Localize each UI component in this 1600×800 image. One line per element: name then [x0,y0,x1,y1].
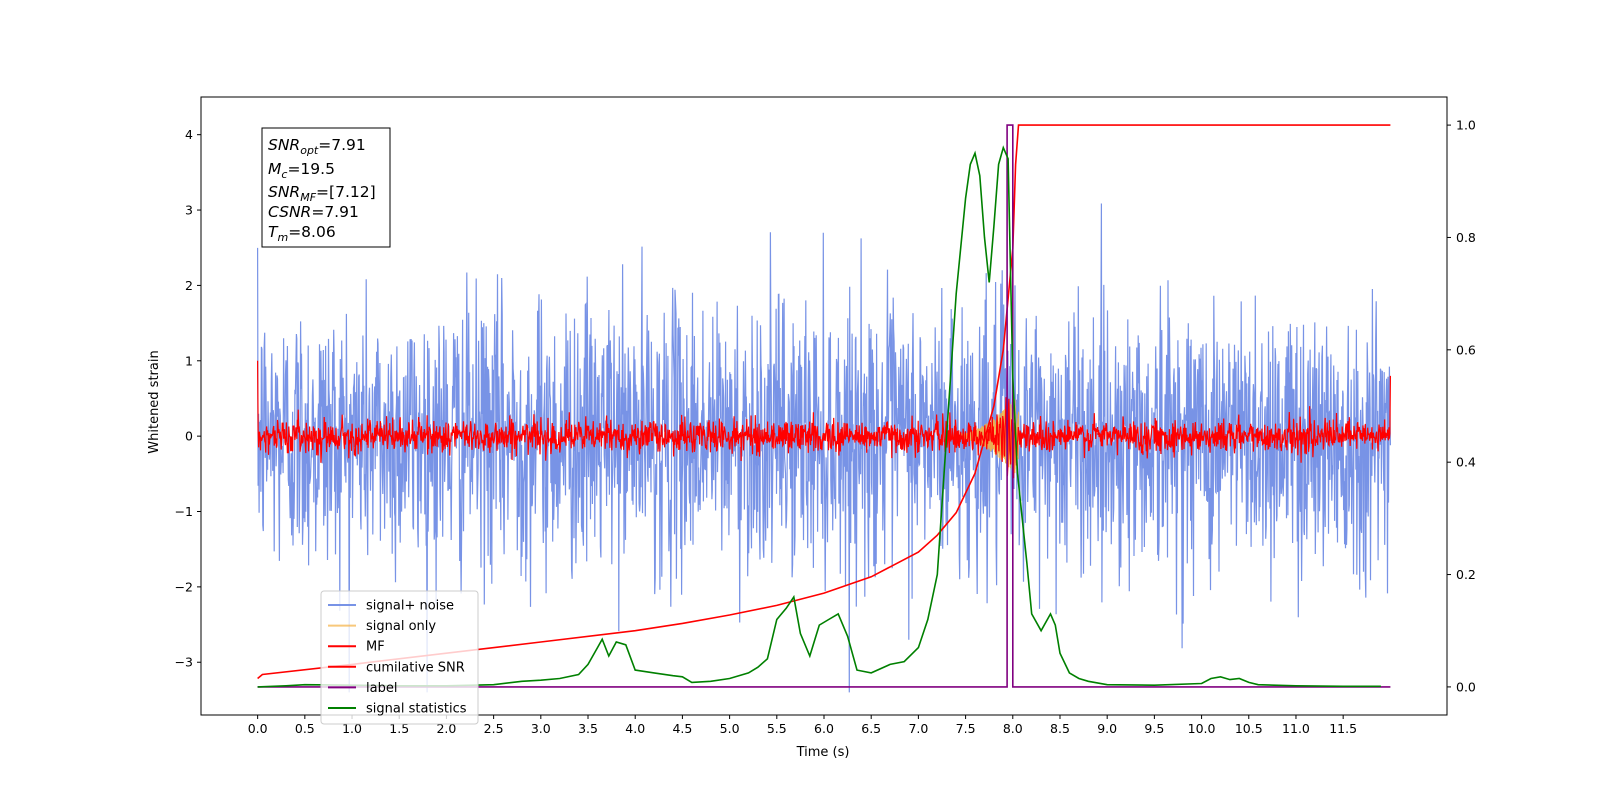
legend-label: cumilative SNR [366,660,465,675]
x-tick-label: 5.0 [720,721,740,736]
legend-label: signal only [366,619,436,634]
x-tick-label: 6.5 [861,721,881,736]
info-snr-mf-label: SNR [268,183,300,201]
info-csnr-label: CSNR [268,203,311,221]
x-tick-label: 3.0 [531,721,551,736]
x-tick-label: 0.0 [248,721,268,736]
series-signal-noise [257,203,1391,693]
x-tick-label: 7.5 [956,721,976,736]
info-box: SNRopt=7.91 Mc=19.5 SNRMF=[7.12] CSNR=7.… [261,127,391,248]
x-tick-label: 0.5 [295,721,315,736]
x-tick-label: 2.5 [484,721,504,736]
x-tick-label: 1.0 [342,721,362,736]
y2-tick-label: 0.6 [1456,342,1476,357]
svg-text:Mc=19.5: Mc=19.5 [268,160,335,181]
info-csnr-value: =7.91 [311,203,359,221]
y2-tick-label: 0.2 [1456,567,1476,582]
x-tick-label: 8.5 [1050,721,1070,736]
x-tick-label: 11.0 [1282,721,1310,736]
y-tick-label: 3 [185,203,193,218]
info-tm-label: T [268,223,279,241]
info-mc-value: =19.5 [287,160,335,178]
y-tick-label: 0 [185,429,193,444]
info-snr-opt-label: SNR [268,136,300,154]
axes: 0.0 0.5 1.0 1.5 2.0 2.5 3.0 3.5 4.0 4.5 5.0 5.5 6.0 6… [175,96,1476,736]
x-tick-label: 8.0 [1003,721,1023,736]
info-tm-value: =8.06 [288,223,336,241]
y2-tick-label: 0.0 [1456,679,1476,694]
series-mf [257,360,1391,479]
x-tick-label: 7.0 [908,721,928,736]
x-tick-label: 2.0 [436,721,456,736]
x-tick-label: 4.5 [672,721,692,736]
y-tick-label: 4 [185,127,193,142]
svg-text:Tm=8.06: Tm=8.06 [268,223,336,244]
info-tm-sub: m [277,231,288,244]
x-tick-label: 9.0 [1097,721,1117,736]
y-axis-label: Whitened strain [147,350,162,453]
y-tick-label: −3 [175,655,193,670]
x-tick-label: 3.5 [578,721,598,736]
x-tick-label: 1.5 [389,721,409,736]
y-tick-label: 1 [185,353,193,368]
legend-label: MF [366,640,385,655]
svg-text:CSNR=7.91: CSNR=7.91 [268,203,359,221]
svg-text:SNRMF=[7.12]: SNRMF=[7.12] [268,183,376,204]
y2-tick-label: 1.0 [1456,118,1476,133]
x-tick-label: 9.5 [1144,721,1164,736]
y-tick-label: −1 [175,504,193,519]
y-tick-label: −2 [175,579,193,594]
legend: signal+ noise signal only MF cumilative SNR… [320,590,479,725]
info-snr-mf-sub: MF [300,191,316,204]
x-tick-label: 6.0 [814,721,834,736]
x-tick-label: 10.5 [1235,721,1263,736]
legend-label: signal statistics [366,702,467,717]
info-snr-opt-value: =7.91 [318,136,366,154]
series-label [257,124,1391,688]
info-mc-label: M [268,160,281,178]
svg-text:SNRopt=7.91: SNRopt=7.91 [268,136,366,157]
series-signal-statistics [257,145,1381,688]
legend-label: signal+ noise [366,599,454,614]
x-tick-label: 5.5 [767,721,787,736]
legend-label: label [366,681,397,696]
y-tick-label: 2 [185,278,193,293]
x-tick-label: 10.0 [1188,721,1216,736]
info-snr-opt-sub: opt [300,144,319,157]
x-tick-label: 11.5 [1329,721,1357,736]
info-mc-sub: c [281,168,287,181]
y2-tick-label: 0.4 [1456,455,1476,470]
x-axis-label: Time (s) [796,745,850,760]
y2-tick-label: 0.8 [1456,230,1476,245]
info-snr-mf-value: =[7.12] [316,183,376,201]
x-tick-label: 4.0 [625,721,645,736]
